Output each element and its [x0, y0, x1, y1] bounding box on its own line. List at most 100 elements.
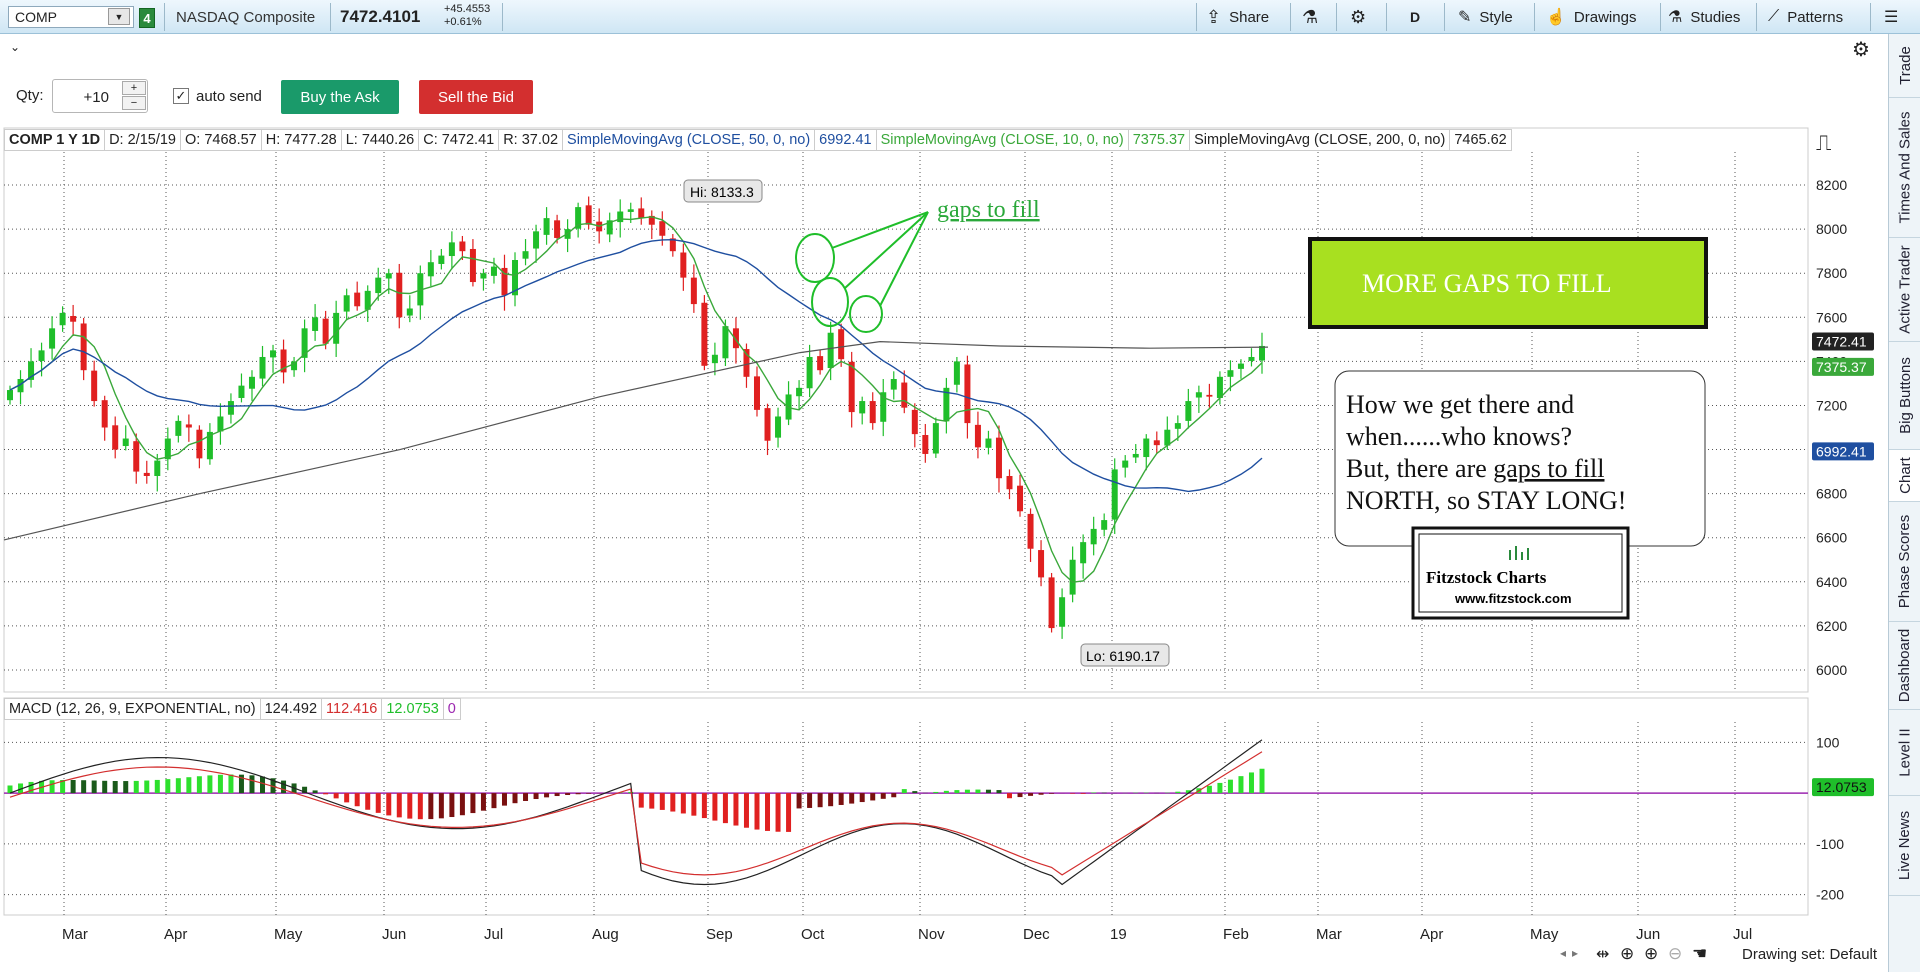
scroll-left-icon[interactable]: ◂: [1560, 946, 1567, 960]
macd-tick-label: 100: [1816, 734, 1840, 750]
qty-label: Qty:: [16, 87, 44, 104]
candle-body: [1080, 542, 1087, 564]
macd-bar: [186, 777, 192, 794]
macd-bar: [1175, 791, 1181, 794]
scroll-right-icon[interactable]: ▸: [1572, 946, 1579, 960]
crosshair-icon[interactable]: ⊕: [1620, 944, 1635, 963]
drawings-button[interactable]: ☝ Drawings: [1546, 0, 1636, 34]
link-badge[interactable]: 4: [139, 8, 155, 28]
macd-bar: [659, 793, 665, 810]
pan-icon[interactable]: ⇹: [1596, 946, 1610, 963]
side-tab-trade[interactable]: Trade: [1889, 34, 1920, 98]
macd-bar: [807, 793, 813, 808]
macd-bar: [1259, 768, 1265, 794]
candle-body: [154, 460, 161, 476]
gear-icon[interactable]: ⚙: [1852, 39, 1870, 61]
side-tab-times-and-sales[interactable]: Times And Sales: [1889, 98, 1920, 238]
chart-style-icon[interactable]: ⎍: [1816, 130, 1832, 155]
macd-bar: [828, 793, 834, 807]
side-tab-live-news[interactable]: Live News: [1889, 796, 1920, 896]
macd-bar: [975, 789, 981, 794]
chevron-down-icon[interactable]: ▼: [108, 8, 130, 25]
sell-button[interactable]: Sell the Bid: [419, 80, 533, 114]
macd-bar: [1017, 793, 1023, 798]
studies-button[interactable]: ⚗ Studies: [1668, 0, 1740, 34]
plus-icon[interactable]: +: [122, 81, 146, 95]
macd-diff: 12.0753: [381, 698, 443, 720]
macd-bar: [386, 793, 392, 816]
candle-body: [964, 364, 971, 424]
note-line-3: But, there are gaps to fill: [1346, 454, 1604, 483]
auto-send-checkbox[interactable]: ✓: [173, 88, 189, 104]
side-tab-level-ii[interactable]: Level II: [1889, 710, 1920, 796]
macd-tag: 12.0753: [1816, 779, 1867, 795]
x-tick-label: May: [274, 926, 303, 943]
banner-text: MORE GAPS TO FILL: [1362, 269, 1612, 298]
x-tick-label: Jul: [1733, 926, 1752, 943]
candle-body: [259, 356, 266, 379]
side-tab-label: Times And Sales: [1896, 111, 1914, 224]
chart-open: O: 7468.57: [180, 129, 261, 151]
macd-bar: [375, 793, 381, 813]
candle-body: [922, 435, 929, 454]
candle-body: [270, 350, 277, 358]
style-button[interactable]: ✎ Style: [1458, 0, 1513, 34]
macd-bar: [396, 793, 402, 818]
top-toolbar: COMP ▼ 4 NASDAQ Composite 7472.4101 +45.…: [0, 0, 1920, 34]
chart-range: R: 37.02: [498, 129, 563, 151]
minus-icon[interactable]: −: [122, 96, 146, 110]
candle-body: [301, 328, 308, 358]
zoom-in-icon[interactable]: ⊕: [1644, 944, 1659, 963]
y-tick-label: 6800: [1816, 486, 1847, 502]
x-tick-label: Sep: [706, 926, 733, 943]
macd-bar: [701, 793, 707, 819]
y-tick-label: 8000: [1816, 221, 1847, 237]
macd-bar: [81, 780, 87, 794]
macd-bar: [575, 793, 581, 795]
candle-body: [533, 231, 540, 249]
side-tab-chart[interactable]: Chart: [1889, 450, 1920, 502]
macd-bar: [954, 790, 960, 794]
macd-bar: [891, 793, 897, 798]
zoom-out-icon[interactable]: ⊖: [1668, 944, 1683, 963]
symbol-input[interactable]: COMP: [8, 6, 134, 28]
hand-icon: ☝: [1546, 9, 1566, 26]
side-tab-dashboard[interactable]: Dashboard: [1889, 622, 1920, 710]
chevron-down-icon[interactable]: ⌄: [10, 40, 21, 54]
menu-icon[interactable]: ☰: [1884, 9, 1899, 26]
period-button[interactable]: D: [1410, 9, 1421, 25]
candle-body: [711, 354, 718, 364]
candle-body: [838, 329, 845, 360]
candle-body: [196, 429, 203, 459]
collapse-row: ⌄ ⚙: [0, 35, 1888, 65]
candle-body: [175, 420, 182, 436]
macd-bar: [1248, 772, 1254, 794]
flask-icon[interactable]: ⚗: [1302, 6, 1319, 27]
candle-body: [143, 472, 150, 476]
side-tab-active-trader[interactable]: Active Trader: [1889, 238, 1920, 342]
macd-bar: [1038, 793, 1044, 795]
candle-body: [122, 438, 129, 447]
side-tab-label: Dashboard: [1896, 628, 1914, 703]
gear-icon[interactable]: ⚙: [1350, 6, 1367, 27]
macd-bar: [859, 793, 865, 803]
chart-symbol: COMP 1 Y 1D: [4, 129, 105, 151]
candle-body: [70, 315, 77, 322]
gap-arrow: [879, 211, 929, 307]
buy-button[interactable]: Buy the Ask: [281, 80, 399, 114]
side-tab-phase-scores[interactable]: Phase Scores: [1889, 502, 1920, 622]
y-tick-label: 6600: [1816, 530, 1847, 546]
symbol-value: COMP: [15, 9, 57, 25]
hand-icon[interactable]: ☚: [1692, 944, 1708, 963]
sma50-tag: 6992.41: [1816, 443, 1867, 459]
side-tab-big-buttons[interactable]: Big Buttons: [1889, 342, 1920, 450]
candle-body: [995, 437, 1002, 479]
chart-date: D: 2/15/19: [104, 129, 180, 151]
share-button[interactable]: ⇪ Share: [1206, 0, 1269, 34]
candle-body: [480, 273, 487, 279]
share-label: Share: [1229, 8, 1270, 26]
x-tick-label: Dec: [1023, 926, 1050, 943]
patterns-button[interactable]: ⟋ Patterns: [1768, 0, 1843, 34]
macd-bar: [165, 779, 171, 794]
